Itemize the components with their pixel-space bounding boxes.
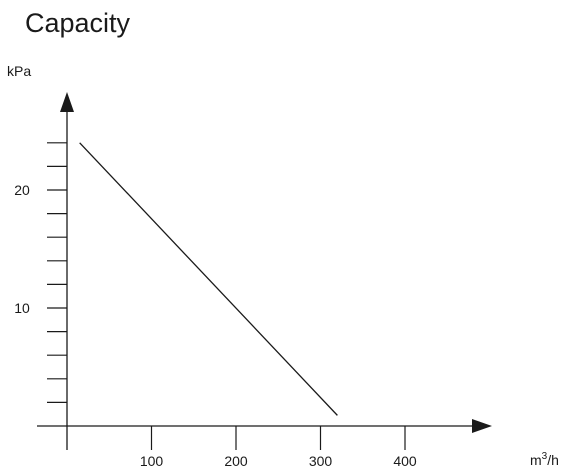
x-tick-label: 400 — [393, 453, 417, 469]
labels: 10 20 100 200 300 400 kPa m3/h — [7, 63, 559, 469]
series — [79, 142, 338, 416]
y-axis-arrow — [60, 92, 74, 112]
x-tick-label: 300 — [309, 453, 333, 469]
x-tick-label: 200 — [224, 453, 248, 469]
x-tick-label: 100 — [140, 453, 164, 469]
y-tick-label: 20 — [14, 182, 30, 198]
y-axis-label: kPa — [7, 63, 31, 79]
chart-title: Capacity — [25, 8, 131, 38]
x-axis-label: m3/h — [530, 451, 559, 468]
axes — [37, 92, 492, 450]
y-tick-label: 10 — [14, 300, 30, 316]
capacity-line — [79, 142, 338, 416]
ticks — [47, 142, 406, 450]
x-axis-arrow — [472, 419, 492, 433]
